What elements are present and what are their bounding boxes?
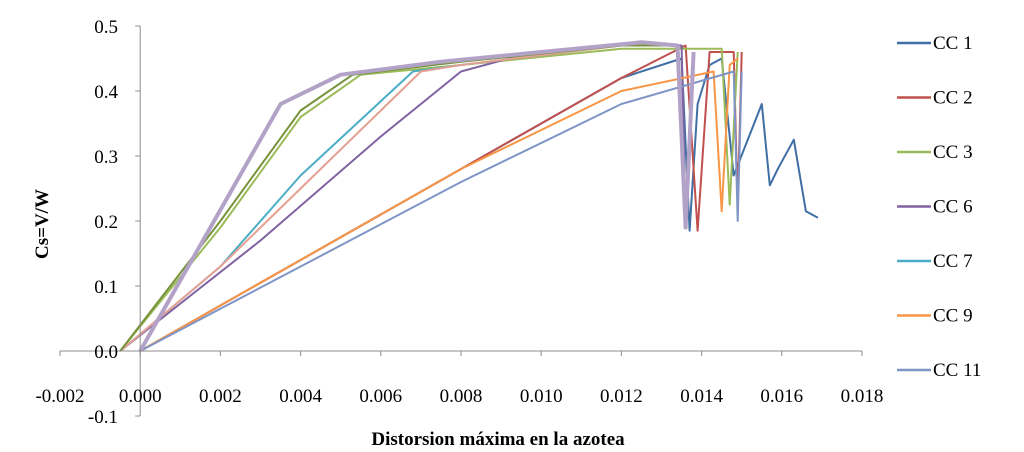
y-tick-labels: -0.1 0.0 0.1 0.2 0.3 0.4 0.5	[88, 17, 119, 428]
legend-label: CC 7	[933, 251, 973, 272]
y-tick-label: 0.2	[94, 212, 118, 233]
x-axis-title: Distorsion máxima en la azotea	[371, 429, 625, 450]
y-tick-label: -0.1	[88, 407, 118, 428]
x-tick-label: 0.018	[841, 386, 884, 407]
legend-label: CC 9	[933, 306, 973, 327]
y-tick-label: 0.3	[94, 147, 118, 168]
series-line	[119, 44, 695, 352]
x-tick-label: 0.002	[199, 386, 242, 407]
legend-label: CC 11	[933, 360, 981, 381]
series-line	[119, 44, 695, 352]
legend-label: CC 2	[933, 88, 973, 109]
x-tick-label: 0.004	[279, 386, 322, 407]
y-tick-label: 0.4	[94, 82, 118, 103]
series-line	[139, 57, 739, 352]
plot-area	[119, 40, 819, 352]
series-line	[139, 44, 743, 352]
axes	[59, 25, 863, 417]
x-tick-label: 0.010	[520, 386, 563, 407]
legend-label: CC 3	[933, 142, 973, 163]
x-tick-label: 0.016	[760, 386, 803, 407]
y-tick-label: 0.0	[94, 342, 118, 363]
series-line	[119, 44, 678, 352]
x-tick-label: -0.002	[35, 386, 84, 407]
x-tick-label: 0.008	[440, 386, 483, 407]
series-line	[139, 70, 743, 352]
x-tick-label: 0.006	[359, 386, 402, 407]
legend-label: CC 1	[933, 33, 973, 54]
x-tick-label: 0.014	[680, 386, 723, 407]
legend: CC 1 CC 2 CC 3 CC 6 CC 7 CC 9 CC 11	[897, 33, 981, 381]
x-tick-label: 0.012	[600, 386, 643, 407]
x-tick-label: 0.000	[119, 386, 162, 407]
y-tick-label: 0.5	[94, 17, 118, 38]
x-tick-labels: -0.002 0.000 0.002 0.004 0.006 0.008 0.010 0.01…	[35, 386, 883, 407]
series-line	[119, 44, 678, 352]
series-line	[138, 40, 696, 352]
legend-label: CC 6	[933, 197, 973, 218]
y-axis-title: Cs=V/W	[32, 189, 53, 259]
y-tick-label: 0.1	[94, 277, 118, 298]
